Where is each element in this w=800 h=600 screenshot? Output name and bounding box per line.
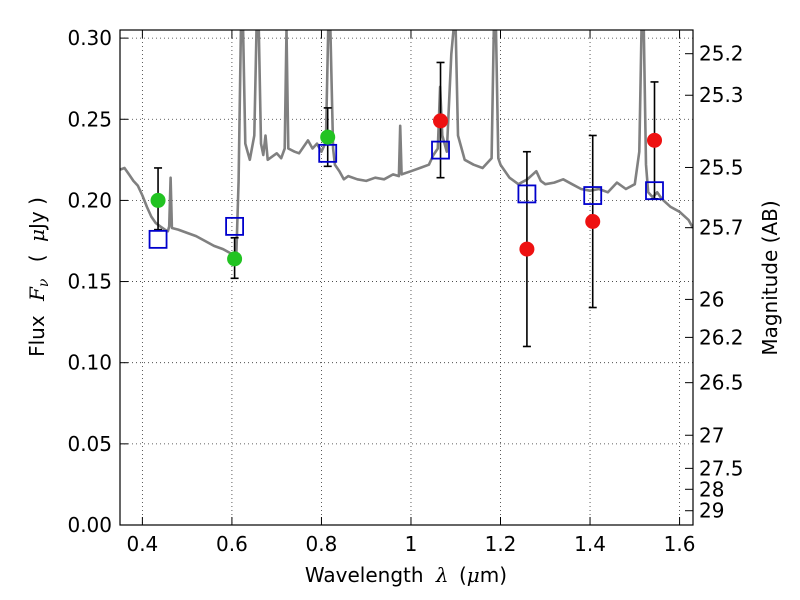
observed-point-red	[585, 214, 601, 230]
y-axis-label-subscript: ν	[36, 278, 52, 287]
y-axis-label-unit-rest: Jy )	[25, 197, 49, 231]
x-axis-label-unit-mu: μ	[467, 563, 480, 587]
y2-axis-label: Magnitude (AB)	[758, 200, 782, 355]
error-bars	[154, 61, 659, 348]
model-photometry-square	[318, 143, 338, 163]
x-tick-label: 1	[405, 532, 418, 556]
y-axis-label-unit-mu: μ	[25, 229, 49, 242]
y2-tick-label: 25.5	[699, 155, 744, 179]
model-photometry-square	[148, 229, 168, 249]
y2-tick-label: 28	[699, 477, 724, 501]
y-axis-label-unit-open: (	[25, 254, 49, 262]
grid-lines	[120, 30, 693, 526]
model-spectrum-series	[120, 30, 693, 261]
observed-point-red	[433, 113, 449, 129]
y2-tick-label: 26	[699, 287, 724, 311]
y-tick-label: 0.20	[67, 188, 112, 212]
axis-ticks: 0.4 0.6 0.8 1 1.2 1.4 1.6 0.00 0.05 0.10 0.15 0.20 0…	[67, 26, 743, 556]
x-tick-label: 0.4	[126, 532, 158, 556]
y-tick-label: 0.15	[67, 270, 112, 294]
x-tick-label: 1.6	[664, 532, 696, 556]
y2-tick-label: 26.5	[699, 371, 744, 395]
x-tick-label: 0.6	[216, 532, 248, 556]
model-photometry-square	[517, 184, 537, 204]
y-tick-label: 0.05	[67, 432, 112, 456]
observed-point-green	[150, 192, 166, 208]
x-axis-label-unit-rest: m)	[480, 563, 507, 587]
observed-point-red	[647, 132, 663, 148]
y2-tick-label: 25.2	[699, 42, 744, 66]
model-photometry-square	[583, 186, 603, 205]
y-tick-label: 0.00	[67, 513, 112, 537]
observed-point-green	[320, 129, 336, 145]
model-photometry-square	[225, 216, 245, 236]
y-axis-label: Flux Fν ( μJy )	[25, 197, 53, 357]
y2-tick-label: 26.2	[699, 325, 744, 349]
y-axis-label-symbol: F	[25, 286, 49, 302]
y2-tick-label: 27	[699, 423, 724, 447]
x-axis-label-unit-open: (	[459, 563, 467, 587]
x-axis-label-symbol: λ	[435, 563, 449, 587]
y2-tick-label: 29	[699, 499, 724, 523]
y2-tick-label: 27.5	[699, 456, 744, 480]
y-axis-label-prefix: Flux	[25, 315, 49, 357]
y2-tick-label: 25.7	[699, 216, 744, 240]
model-spectrum-line	[120, 30, 693, 261]
y-tick-label: 0.30	[67, 26, 112, 50]
y2-tick-label: 25.3	[699, 83, 744, 107]
observed-point-green	[227, 251, 243, 267]
x-tick-label: 1.4	[574, 532, 606, 556]
x-tick-label: 0.8	[306, 532, 338, 556]
model-photometry-square	[645, 181, 664, 201]
y-tick-label: 0.25	[67, 107, 112, 131]
x-tick-label: 1.2	[485, 532, 517, 556]
plot-border	[119, 29, 694, 526]
x-axis-label: Wavelength λ (μm)	[305, 563, 507, 587]
x-axis-label-prefix: Wavelength	[305, 563, 424, 587]
y-tick-label: 0.10	[67, 351, 112, 375]
model-photometry-square	[431, 140, 450, 160]
observed-point-red	[519, 241, 535, 257]
data-points	[148, 113, 664, 267]
plot-frame	[119, 29, 694, 526]
